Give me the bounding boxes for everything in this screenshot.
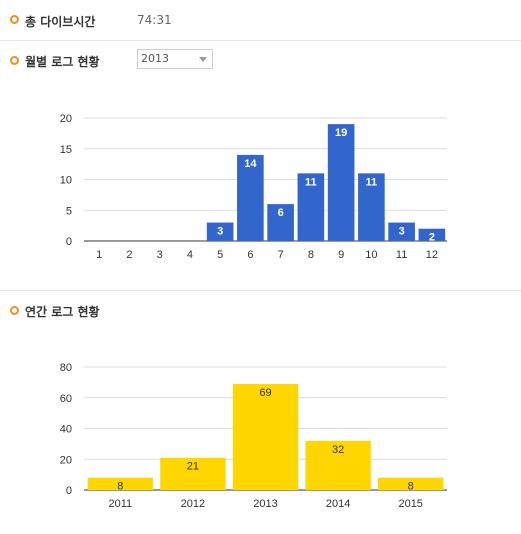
bar[interactable] [237, 154, 264, 241]
bar[interactable] [87, 477, 153, 490]
x-tick-label: 8 [308, 249, 314, 261]
x-tick-label: 1 [96, 249, 102, 261]
y-tick-label: 0 [66, 236, 72, 248]
x-tick-label: 7 [278, 249, 284, 261]
bar[interactable] [358, 173, 385, 241]
bar[interactable] [160, 457, 226, 490]
monthly-log-header: 월별 로그 현황 [0, 41, 521, 81]
yearly-bar-chart: 0 20 40 60 80 8 2011 21 2012 69 2013 32 2014 8 2015 [60, 362, 447, 510]
y-tick-label: 0 [66, 485, 72, 497]
data-label: 8 [117, 481, 123, 493]
year-select[interactable]: 2013 [137, 49, 213, 69]
x-tick-label: 4 [187, 249, 193, 261]
y-tick-label: 5 [66, 205, 72, 217]
data-label: 11 [366, 176, 378, 188]
yearly-log-title: 연간 로그 현황 [25, 305, 100, 319]
bullet-icon [10, 306, 19, 315]
y-tick-label: 10 [60, 175, 72, 187]
total-dive-time-row: 총 다이브시간 74:31 [0, 0, 521, 41]
x-tick-label: 5 [217, 249, 223, 261]
data-label: 19 [335, 127, 347, 139]
y-tick-label: 60 [60, 393, 72, 405]
data-label: 2 [429, 232, 435, 244]
section-divider [0, 290, 521, 291]
chevron-down-icon [199, 57, 207, 62]
x-tick-label: 12 [426, 249, 438, 261]
bar[interactable] [297, 173, 325, 241]
x-tick-label: 2013 [253, 498, 277, 510]
data-label: 8 [408, 481, 414, 493]
bar[interactable] [327, 124, 355, 241]
y-tick-label: 20 [60, 454, 72, 466]
data-label: 6 [278, 207, 284, 219]
x-tick-label: 11 [396, 249, 407, 261]
data-label: 32 [332, 444, 344, 456]
data-label: 3 [399, 226, 405, 238]
total-dive-time-label: 총 다이브시간 [25, 15, 96, 29]
y-tick-label: 20 [60, 113, 72, 125]
total-dive-time-value: 74:31 [137, 13, 172, 27]
data-label: 3 [217, 226, 223, 238]
x-tick-label: 6 [247, 249, 253, 261]
bar[interactable] [232, 383, 299, 490]
year-select-value: 2013 [141, 52, 169, 65]
data-label: 14 [244, 158, 257, 170]
bullet-icon [10, 15, 19, 24]
y-tick-label: 15 [60, 144, 72, 156]
x-tick-label: 3 [157, 249, 163, 261]
yearly-log-header: 연간 로그 현황 [0, 291, 521, 331]
bar[interactable] [388, 222, 415, 241]
data-label: 69 [259, 387, 271, 399]
x-tick-label: 10 [365, 249, 377, 261]
bar[interactable] [206, 222, 234, 241]
y-tick-label: 40 [60, 424, 72, 436]
x-tick-label: 2 [126, 249, 132, 261]
bar[interactable] [378, 477, 444, 490]
x-tick-label: 2015 [398, 498, 422, 510]
bar[interactable] [418, 228, 446, 241]
monthly-log-title: 월별 로그 현황 [25, 55, 100, 69]
bar[interactable] [305, 440, 371, 490]
bar[interactable] [267, 204, 294, 241]
x-tick-label: 2012 [181, 498, 205, 510]
x-tick-label: 9 [338, 249, 344, 261]
bullet-icon [10, 56, 19, 65]
y-tick-label: 80 [60, 362, 72, 374]
x-tick-label: 2014 [326, 498, 350, 510]
data-label: 11 [305, 176, 317, 188]
data-label: 21 [187, 461, 199, 473]
x-tick-label: 2011 [108, 498, 132, 510]
